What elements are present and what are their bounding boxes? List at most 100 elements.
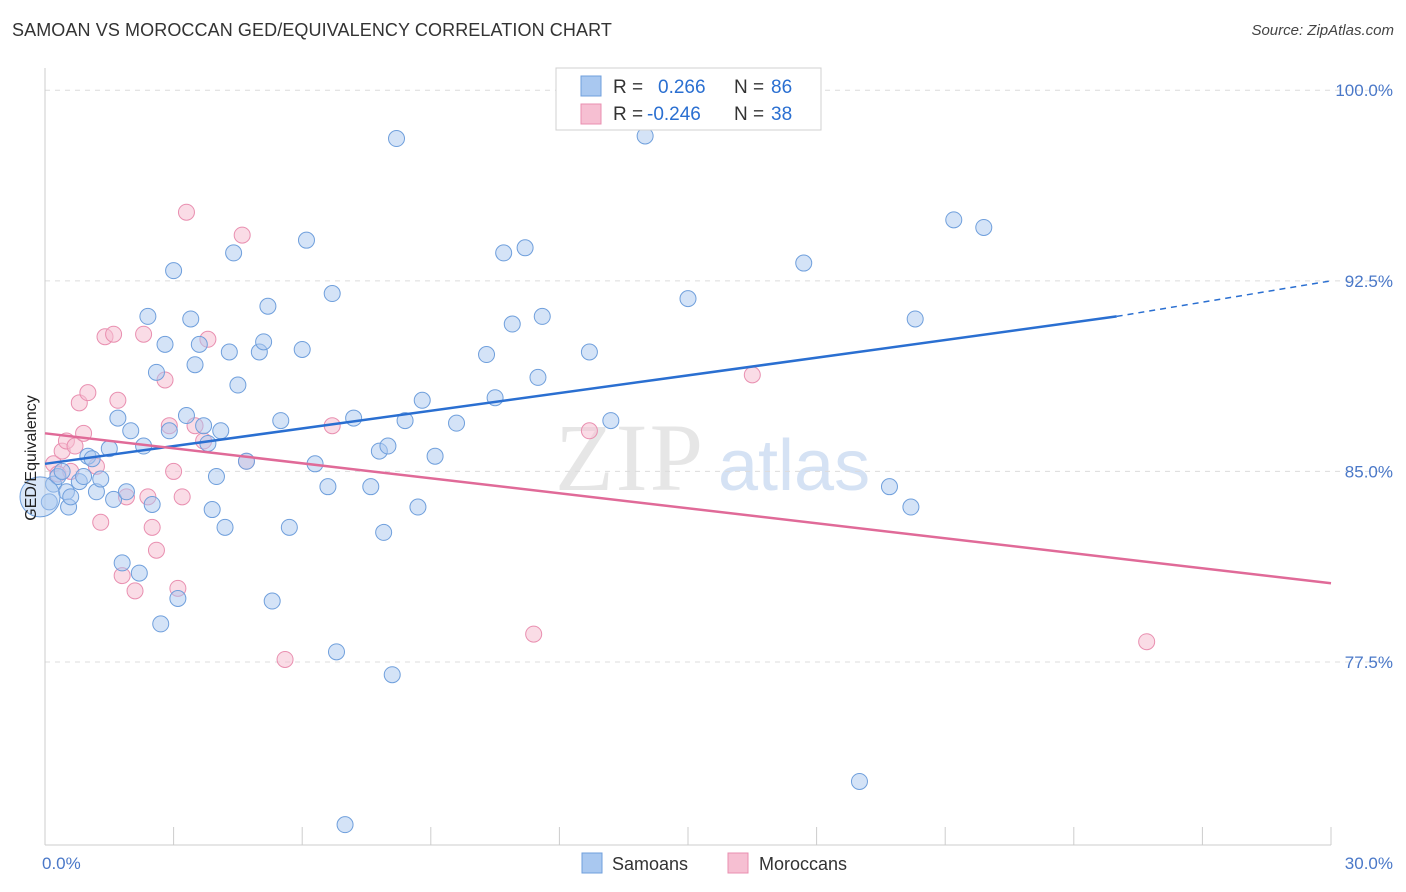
samoan-point-66 — [448, 414, 466, 432]
samoan-point-26 — [165, 262, 183, 280]
top-legend: R = 0.266 N = 86 R = -0.246 N = 38 — [555, 67, 822, 131]
y-tick-label-3: 100.0% — [1335, 81, 1393, 100]
samoan-point-47 — [280, 518, 298, 536]
grid — [45, 89, 1392, 663]
samoan-point-59 — [379, 437, 397, 455]
samoan-point-32 — [195, 417, 213, 435]
legend-n-value-moroccan: 38 — [771, 104, 792, 125]
samoan-point-71 — [516, 239, 534, 257]
samoan-point-39 — [225, 244, 243, 262]
chart-title: SAMOAN VS MOROCCAN GED/EQUIVALENCY CORRE… — [12, 20, 612, 40]
moroccan-point-36 — [743, 366, 761, 384]
moroccan-point-12 — [105, 325, 123, 343]
samoan-point-31 — [190, 335, 208, 353]
samoan-point-37 — [216, 518, 234, 536]
moroccan-point-26 — [177, 203, 195, 221]
samoan-point-22 — [147, 363, 165, 381]
bottom-legend-swatch-samoans — [581, 852, 603, 874]
samoan-point-73 — [533, 307, 551, 325]
samoan-point-29 — [182, 310, 200, 328]
moroccan-point-34 — [525, 625, 543, 643]
samoan-point-54 — [336, 816, 354, 834]
samoan-point-53 — [327, 643, 345, 661]
samoan-point-85 — [40, 493, 58, 511]
samoan-point-7 — [75, 468, 93, 486]
trend-lines — [44, 280, 1332, 585]
samoan-trend-extension — [1116, 280, 1332, 318]
samoan-point-16 — [117, 483, 135, 501]
moroccan-point-17 — [135, 325, 153, 343]
samoan-point-33 — [199, 434, 217, 452]
samoan-point-58 — [375, 523, 393, 541]
samoan-point-81 — [902, 498, 920, 516]
samoan-point-27 — [169, 589, 187, 607]
samoan-point-74 — [580, 343, 598, 361]
samoan-point-2 — [53, 462, 71, 480]
samoan-point-14 — [109, 409, 127, 427]
samoan-point-60 — [383, 666, 401, 684]
samoan-point-82 — [906, 310, 924, 328]
samoan-point-40 — [229, 376, 247, 394]
moroccan-point-16 — [126, 582, 144, 600]
bottom-legend-samoans: Samoans — [612, 854, 688, 874]
samoan-point-44 — [259, 297, 277, 315]
samoan-point-11 — [92, 470, 110, 488]
moroccan-point-35 — [580, 422, 598, 440]
samoan-point-20 — [139, 307, 157, 325]
samoan-point-17 — [122, 422, 140, 440]
samoan-point-30 — [186, 356, 204, 374]
x-tick-label-1: 30.0% — [1345, 854, 1393, 873]
samoan-point-24 — [156, 335, 174, 353]
moroccan-point-8 — [79, 384, 97, 402]
samoan-point-70 — [503, 315, 521, 333]
samoan-point-65 — [426, 447, 444, 465]
bottom-legend-swatch-moroccans — [727, 852, 749, 874]
samoan-point-79 — [850, 772, 868, 790]
moroccan-point-25 — [173, 488, 191, 506]
legend-r-label-moroccan: R = — [613, 104, 643, 125]
samoan-point-55 — [345, 409, 363, 427]
moroccan-point-19 — [143, 518, 161, 536]
samoan-points — [19, 127, 993, 834]
samoan-point-34 — [203, 501, 221, 519]
samoan-trend-line — [44, 315, 1117, 466]
tick-labels: 77.5% 85.0% 92.5% 100.0% 0.0% 30.0% — [42, 81, 1393, 873]
samoan-point-18 — [130, 564, 148, 582]
moroccan-point-37 — [1138, 633, 1156, 651]
samoan-point-36 — [212, 422, 230, 440]
y-tick-label-2: 92.5% — [1345, 272, 1393, 291]
samoan-point-56 — [362, 478, 380, 496]
x-tick-label-0: 0.0% — [42, 854, 81, 873]
y-axis-title: GED/Equivalency — [23, 395, 40, 520]
samoan-point-46 — [272, 412, 290, 430]
samoan-point-83 — [945, 211, 963, 229]
samoan-point-38 — [220, 343, 238, 361]
axes — [44, 68, 1332, 846]
samoan-point-13 — [105, 490, 123, 508]
legend-n-label-moroccan: N = — [734, 104, 764, 125]
source-label: Source: ZipAtlas.com — [1251, 22, 1394, 39]
samoan-point-43 — [255, 333, 273, 351]
samoan-point-51 — [319, 478, 337, 496]
samoan-point-21 — [143, 495, 161, 513]
samoan-point-69 — [495, 244, 513, 262]
legend-swatch-samoan — [580, 75, 602, 97]
samoan-point-25 — [160, 422, 178, 440]
samoan-point-80 — [880, 478, 898, 496]
samoan-point-62 — [396, 412, 414, 430]
samoan-point-35 — [207, 468, 225, 486]
legend-r-label-samoan: R = — [613, 77, 643, 98]
samoan-point-61 — [388, 130, 406, 148]
moroccan-point-32 — [276, 650, 294, 668]
samoan-point-23 — [152, 615, 170, 633]
legend-n-value-samoan: 86 — [771, 77, 792, 98]
samoan-point-63 — [409, 498, 427, 516]
moroccan-point-20 — [147, 541, 165, 559]
moroccan-trend-line — [44, 432, 1332, 585]
bottom-legend: Samoans Moroccans — [581, 852, 847, 874]
samoan-point-15 — [113, 554, 131, 572]
samoan-point-28 — [177, 407, 195, 425]
samoan-point-52 — [323, 285, 341, 303]
samoan-point-72 — [529, 368, 547, 386]
samoan-point-49 — [297, 231, 315, 249]
